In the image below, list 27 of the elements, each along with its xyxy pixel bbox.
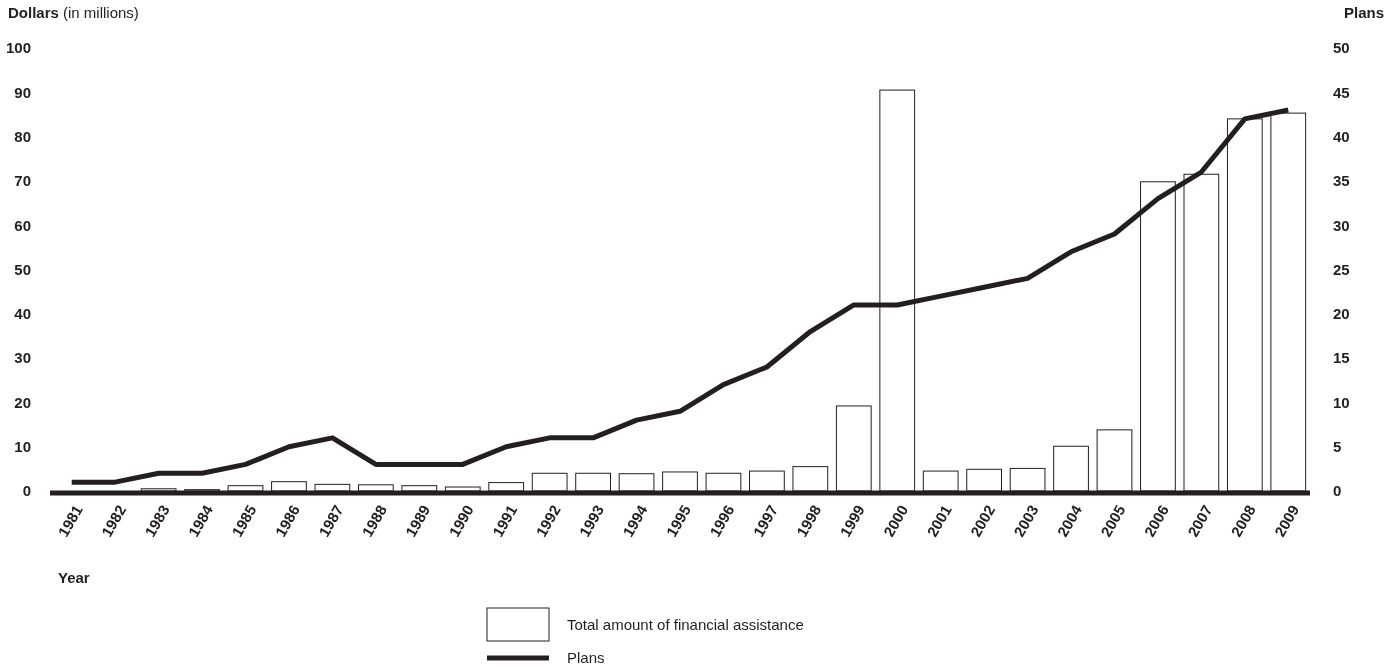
y-tick-label: 60 — [14, 216, 31, 234]
y2-tick-label: 35 — [1333, 172, 1350, 190]
y-tick-label: 80 — [14, 127, 31, 145]
y-tick-label: 100 — [5, 39, 31, 57]
y2-tick-label: 40 — [1333, 127, 1350, 145]
y-tick-label: 10 — [14, 438, 31, 455]
y2-tick-label: 25 — [1333, 260, 1350, 278]
y2-tick-label: 50 — [1333, 39, 1350, 57]
y-tick-label: 20 — [14, 393, 31, 411]
x-axis-title: Year — [58, 569, 90, 586]
y2-tick-label: 30 — [1333, 216, 1350, 234]
legend-label: Plans — [567, 649, 605, 666]
y2-tick-label: 15 — [1333, 349, 1350, 367]
y-tick-label: 50 — [14, 260, 31, 278]
y-tick-label: 30 — [14, 349, 31, 367]
legend-label: Total amount of financial assistance — [567, 616, 804, 633]
y-axis-title: Dollars (in millions) — [8, 4, 139, 21]
y2-tick-label: 20 — [1333, 305, 1350, 323]
y2-tick-label: 5 — [1333, 438, 1342, 455]
y-tick-label: 90 — [14, 83, 31, 101]
y-tick-label: 70 — [14, 172, 31, 190]
y-tick-label: 40 — [14, 305, 31, 323]
y2-tick-label: 0 — [1333, 482, 1342, 500]
y2-axis-title: Plans — [1343, 4, 1384, 21]
y2-tick-label: 45 — [1333, 83, 1350, 101]
y-tick-label: 0 — [22, 482, 31, 500]
y2-tick-label: 10 — [1333, 393, 1350, 411]
